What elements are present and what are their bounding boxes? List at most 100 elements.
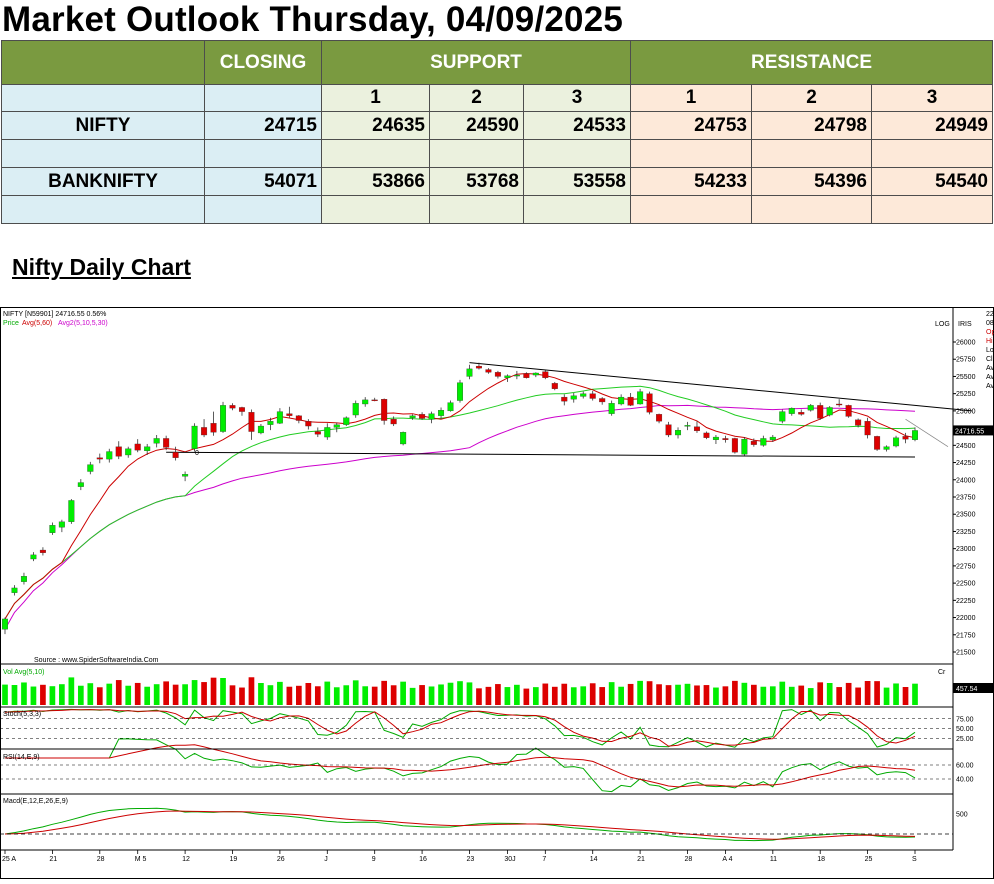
- resistance-level-3: 3: [871, 84, 993, 112]
- info-panel-text: 22: [986, 311, 994, 318]
- rsi-signal-line: [5, 744, 916, 788]
- axes: 2600025750255002525025000247502450024250…: [0, 307, 994, 863]
- rsi-tick-label: 60.00: [956, 763, 974, 770]
- volume-bar-up: [333, 687, 340, 705]
- candle-up: [760, 438, 767, 446]
- volume-bar-down: [817, 682, 824, 705]
- volume-bar-down: [902, 687, 909, 705]
- candle-down: [589, 393, 596, 399]
- date-tick-label: 28: [685, 856, 693, 863]
- volume-bar-down: [722, 686, 729, 705]
- candle-down: [39, 549, 46, 553]
- info-panel-text: Op: [986, 329, 994, 336]
- candle-down: [561, 396, 568, 402]
- volume-bar-up: [893, 683, 899, 705]
- closing-header: CLOSING: [204, 40, 322, 85]
- date-tick-label: 12: [182, 856, 190, 863]
- candle-up: [466, 368, 473, 377]
- price-tick-label: 24250: [956, 460, 976, 467]
- volume-bar-up: [409, 687, 416, 705]
- volume-bar-down: [542, 683, 549, 705]
- date-tick-label: 11: [770, 856, 777, 863]
- candle-down: [295, 415, 302, 421]
- volume-bar-down: [201, 682, 207, 705]
- volume-bar-up: [258, 683, 264, 705]
- rsi-tick-label: 40.00: [956, 777, 974, 784]
- volume-bar-up: [684, 683, 691, 705]
- last-price-label: 24716.55: [955, 428, 984, 435]
- blank-cell: [871, 195, 993, 224]
- legend-avg: Avg(5,60): [22, 320, 52, 327]
- price-tick-label: 23000: [956, 546, 976, 553]
- candle-up: [428, 413, 435, 420]
- support-1-value: 53866: [321, 167, 430, 196]
- candle-down: [703, 432, 710, 438]
- support-3-value: 53558: [523, 167, 631, 196]
- candle-down: [599, 398, 606, 403]
- volume-bar-down: [694, 685, 700, 705]
- candle-up: [807, 405, 814, 411]
- price-tick-label: 22000: [956, 615, 976, 622]
- date-tick-label: 25 A: [2, 856, 16, 863]
- candle-down: [210, 423, 217, 433]
- candle-up: [684, 425, 691, 427]
- candle-up: [400, 432, 407, 445]
- candle-down: [750, 441, 757, 445]
- volume-bar-up: [883, 687, 890, 705]
- candle-up: [58, 521, 65, 528]
- stoch-tick-label: 50.00: [956, 726, 974, 733]
- candle-up: [779, 411, 786, 422]
- candle-up: [20, 576, 27, 582]
- volume-bar-down: [523, 688, 530, 705]
- support-3-value: 24533: [523, 111, 631, 140]
- macd-tick-label: 500: [956, 812, 968, 819]
- rsi-label: RSI(14,E,9): [3, 754, 40, 761]
- resistance-header: RESISTANCE: [630, 40, 993, 85]
- date-tick-label: 21: [49, 856, 57, 863]
- volume-bar-down: [172, 684, 179, 705]
- volume-bar-up: [49, 686, 56, 705]
- candle-down: [248, 412, 255, 432]
- candle-down: [836, 403, 843, 406]
- volume-bar-up: [144, 686, 151, 705]
- candle-down: [627, 396, 634, 406]
- support-trendline: [166, 451, 916, 458]
- volume-last-value: 457.54: [956, 686, 978, 693]
- date-tick-label: 14: [590, 856, 598, 863]
- support-1-value: 24635: [321, 111, 430, 140]
- volume-bar-up: [277, 681, 283, 705]
- volume-bar-down: [836, 687, 843, 705]
- date-tick-label: 19: [230, 856, 238, 863]
- blank-cell: [1, 139, 205, 168]
- blank-cell: [1, 195, 205, 224]
- chart-header-text: NIFTY [N59901] 24716.55 0.56%: [3, 311, 106, 318]
- volume-bar-up: [153, 684, 160, 705]
- levels-table: CLOSING SUPPORT RESISTANCE 1 2 3 1 2 3 N…: [1, 40, 993, 224]
- volume-bar-up: [504, 687, 511, 705]
- support-header: SUPPORT: [321, 40, 631, 85]
- volume-bar-up: [532, 687, 539, 705]
- candle-down: [874, 436, 881, 450]
- scale-label: LOG: [935, 321, 950, 328]
- stoch-tick-label: 75.00: [956, 716, 974, 723]
- candle-up: [580, 393, 587, 397]
- candle-down: [390, 419, 397, 425]
- date-tick-label: 9: [372, 856, 376, 863]
- trendline-zero-label: 0: [195, 450, 199, 457]
- price-tick-label: 25750: [956, 357, 976, 364]
- date-tick-label: J: [324, 856, 328, 863]
- candle-down: [864, 421, 871, 436]
- blank-cell: [429, 139, 524, 168]
- candle-down: [494, 372, 501, 377]
- candle-down: [201, 427, 208, 436]
- volume-bar-down: [751, 684, 757, 705]
- candle-down: [475, 365, 482, 369]
- volume-bar-up: [182, 684, 188, 705]
- candle-down: [798, 412, 805, 415]
- candle-down: [115, 446, 122, 457]
- volume-bar-down: [874, 681, 880, 705]
- volume-bar-down: [419, 685, 425, 705]
- volume-bar-down: [40, 684, 46, 705]
- blank-cell: [523, 139, 631, 168]
- resistance-level-1: 1: [630, 84, 752, 112]
